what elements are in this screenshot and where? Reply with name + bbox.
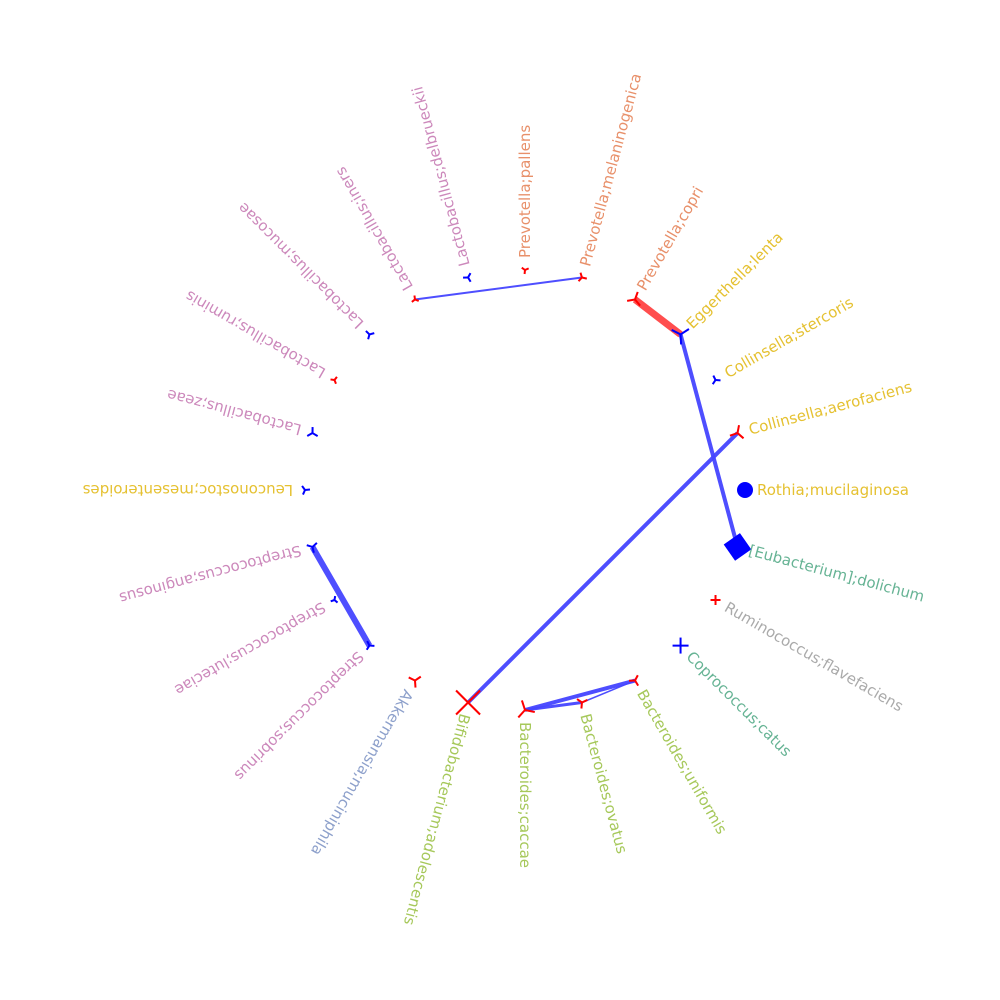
node-label: Bacteroides;ovatus <box>576 712 631 856</box>
edge <box>466 431 739 704</box>
node-marker-tri-icon <box>671 328 690 345</box>
node-marker-plus-icon <box>710 595 721 605</box>
node-marker-tri-icon <box>626 291 641 307</box>
node-marker-circle-icon <box>737 482 753 498</box>
node-label: Lactobacillus;zeae <box>165 385 303 438</box>
node-label: Streptococcus;luteciae <box>172 598 329 699</box>
node-label: [Eubacterium];dolichum <box>747 541 927 605</box>
node-marker-tri-icon <box>330 595 339 604</box>
node-label: Rothia;mucilaginosa <box>757 481 909 499</box>
node-label: Bacteroides;caccae <box>516 722 534 868</box>
edge <box>524 678 636 712</box>
node-label: Coprococcus;catus <box>683 648 796 761</box>
node-marker-tri-icon <box>628 674 640 687</box>
node-marker-tri-icon <box>365 330 375 340</box>
edge <box>414 276 583 301</box>
node-label: Eggerthella;lenta <box>683 228 787 332</box>
node-label: Collinsella;stercoris <box>721 293 856 381</box>
node-label: Leuconostoc;mesenteroides <box>82 481 293 499</box>
node-label: Akkermansia;muciniphila <box>307 686 417 858</box>
node-label: Ruminococcus;flavefaciens <box>721 598 906 715</box>
labels-layer: Rothia;mucilaginosa [Eubacterium];dolichu… <box>82 71 926 927</box>
edge <box>581 679 636 704</box>
node-marker-tri-icon <box>729 425 745 440</box>
edge <box>309 545 373 648</box>
edge <box>524 701 583 712</box>
node-marker-tri-icon <box>577 272 588 282</box>
node-marker-tri-icon <box>365 640 375 651</box>
node-label: Streptococcus;sobrinus <box>231 648 368 785</box>
node-label: Bifidobacterium;adolescentis <box>400 712 474 928</box>
node-label: Lactobacillus;ruminis <box>182 287 329 382</box>
node-marker-x-icon <box>455 689 481 716</box>
node-label: Prevotella;pallens <box>516 125 534 258</box>
node-label: Bacteroides;uniformis <box>633 686 731 837</box>
node-label: Prevotella;melaninogenica <box>576 71 645 268</box>
node-marker-tri-icon <box>517 700 535 719</box>
node-marker-diamond-icon <box>723 533 752 561</box>
node-marker-tri-icon <box>306 542 318 554</box>
edges-layer <box>309 276 740 712</box>
edge <box>632 296 683 338</box>
node-marker-plus-icon <box>672 637 689 654</box>
node-label: Lactobacillus;iners <box>331 164 416 294</box>
node-label: Collinsella;aerofaciens <box>747 378 914 439</box>
nodes-layer <box>301 266 753 719</box>
node-marker-tri-icon <box>463 272 472 283</box>
node-marker-tri-icon <box>711 375 721 385</box>
node-label: Streptococcus;anginosus <box>117 541 303 607</box>
node-marker-tri-icon <box>408 675 422 688</box>
node-label: Prevotella;copri <box>633 183 707 293</box>
edge <box>678 333 740 548</box>
node-label: Lactobacillus;delbrueckii <box>408 85 473 269</box>
node-marker-tri-icon <box>306 427 319 438</box>
node-marker-tri-icon <box>330 376 338 385</box>
node-marker-tri-icon <box>521 266 530 275</box>
node-label: Lactobacillus;mucosae <box>234 199 367 332</box>
node-marker-tri-icon <box>301 485 311 495</box>
node-marker-tri-icon <box>576 698 588 709</box>
node-marker-tri-icon <box>411 295 420 303</box>
